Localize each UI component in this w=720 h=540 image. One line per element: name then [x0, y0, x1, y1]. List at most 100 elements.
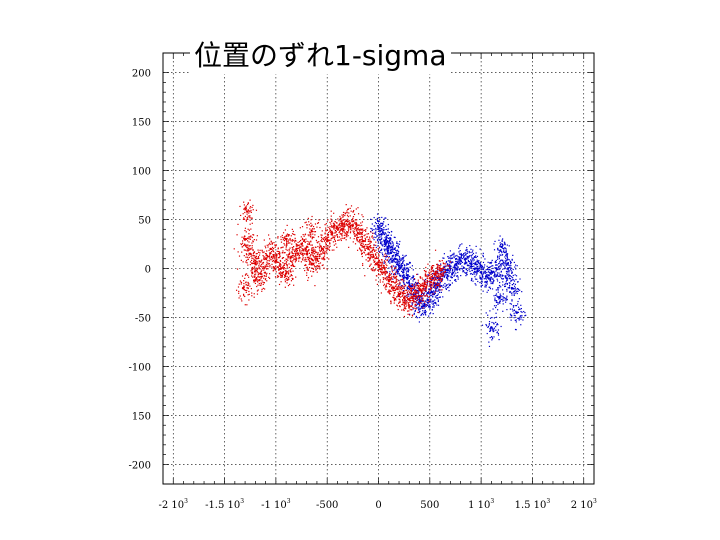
- data-point: [305, 267, 307, 269]
- data-point: [271, 246, 274, 249]
- data-point: [395, 277, 397, 279]
- data-point: [367, 233, 370, 235]
- data-point: [347, 224, 349, 226]
- data-point: [442, 276, 444, 278]
- data-point: [302, 257, 304, 259]
- data-point: [254, 270, 256, 272]
- data-point: [417, 298, 420, 300]
- data-point: [504, 283, 506, 285]
- data-point: [396, 286, 398, 288]
- data-point: [244, 209, 247, 211]
- data-point: [402, 277, 405, 279]
- data-point: [378, 260, 380, 262]
- data-point: [261, 288, 263, 290]
- data-point: [380, 241, 382, 244]
- data-point: [251, 292, 253, 294]
- data-point: [465, 268, 468, 271]
- data-point: [443, 271, 446, 273]
- data-point: [334, 232, 336, 234]
- data-point: [247, 287, 249, 290]
- data-point: [508, 269, 510, 272]
- data-point: [261, 275, 264, 277]
- data-point: [495, 275, 498, 278]
- data-point: [449, 267, 451, 270]
- data-point: [391, 266, 393, 268]
- data-point: [425, 274, 427, 276]
- data-point: [427, 306, 430, 308]
- data-point: [372, 268, 374, 270]
- data-point: [395, 263, 398, 265]
- data-point: [291, 277, 293, 280]
- data-point: [375, 262, 378, 264]
- data-point: [350, 226, 352, 228]
- data-point: [331, 220, 333, 223]
- data-point: [322, 251, 324, 253]
- data-point: [401, 266, 403, 268]
- data-point: [478, 267, 480, 269]
- data-point: [286, 282, 288, 284]
- data-point: [491, 327, 493, 329]
- data-point: [514, 264, 517, 266]
- data-point: [369, 242, 371, 245]
- data-point: [249, 285, 251, 287]
- data-point: [434, 286, 436, 288]
- data-point: [247, 250, 249, 252]
- data-point: [286, 242, 288, 245]
- data-point: [285, 277, 287, 280]
- x-tick-label: -1 103: [261, 498, 291, 511]
- data-point: [394, 282, 396, 284]
- data-point: [357, 213, 360, 215]
- data-point: [457, 271, 459, 274]
- data-point: [501, 246, 503, 248]
- data-point: [471, 273, 474, 275]
- data-point: [364, 245, 366, 247]
- data-point: [387, 250, 389, 253]
- data-point: [327, 240, 329, 242]
- data-point: [399, 262, 401, 264]
- data-point: [383, 255, 386, 257]
- data-point: [400, 267, 402, 269]
- data-point: [321, 264, 323, 267]
- data-point: [475, 274, 477, 276]
- data-point: [379, 274, 381, 276]
- data-point: [422, 314, 424, 316]
- data-point: [399, 282, 401, 284]
- data-point: [322, 256, 325, 258]
- data-point: [508, 268, 510, 270]
- data-point: [410, 293, 413, 295]
- data-point: [406, 278, 408, 281]
- data-point: [323, 252, 325, 254]
- data-point: [343, 224, 345, 226]
- data-point: [280, 238, 282, 241]
- data-point: [419, 300, 422, 302]
- grid-lines: [163, 53, 594, 484]
- data-point: [396, 288, 398, 290]
- data-point: [359, 242, 361, 244]
- y-tick-label: 50: [138, 216, 151, 227]
- data-point: [363, 235, 365, 237]
- data-point: [259, 284, 261, 286]
- data-point: [514, 287, 516, 289]
- data-point: [248, 252, 250, 255]
- data-point: [249, 216, 251, 219]
- data-point: [249, 206, 252, 208]
- data-point: [502, 303, 504, 305]
- data-point: [381, 261, 383, 264]
- data-point: [248, 212, 250, 214]
- data-point: [370, 241, 372, 243]
- data-point: [398, 268, 400, 270]
- data-point: [493, 249, 496, 251]
- data-point: [280, 272, 282, 274]
- data-point: [360, 244, 363, 247]
- data-point: [434, 296, 437, 298]
- data-point: [502, 295, 504, 298]
- data-point: [290, 258, 292, 260]
- data-point: [420, 295, 423, 297]
- data-point: [311, 236, 313, 239]
- data-point: [408, 286, 411, 288]
- data-point: [244, 207, 246, 210]
- data-point: [479, 275, 481, 277]
- data-point: [506, 253, 508, 255]
- data-point: [300, 253, 302, 255]
- data-point: [376, 219, 378, 221]
